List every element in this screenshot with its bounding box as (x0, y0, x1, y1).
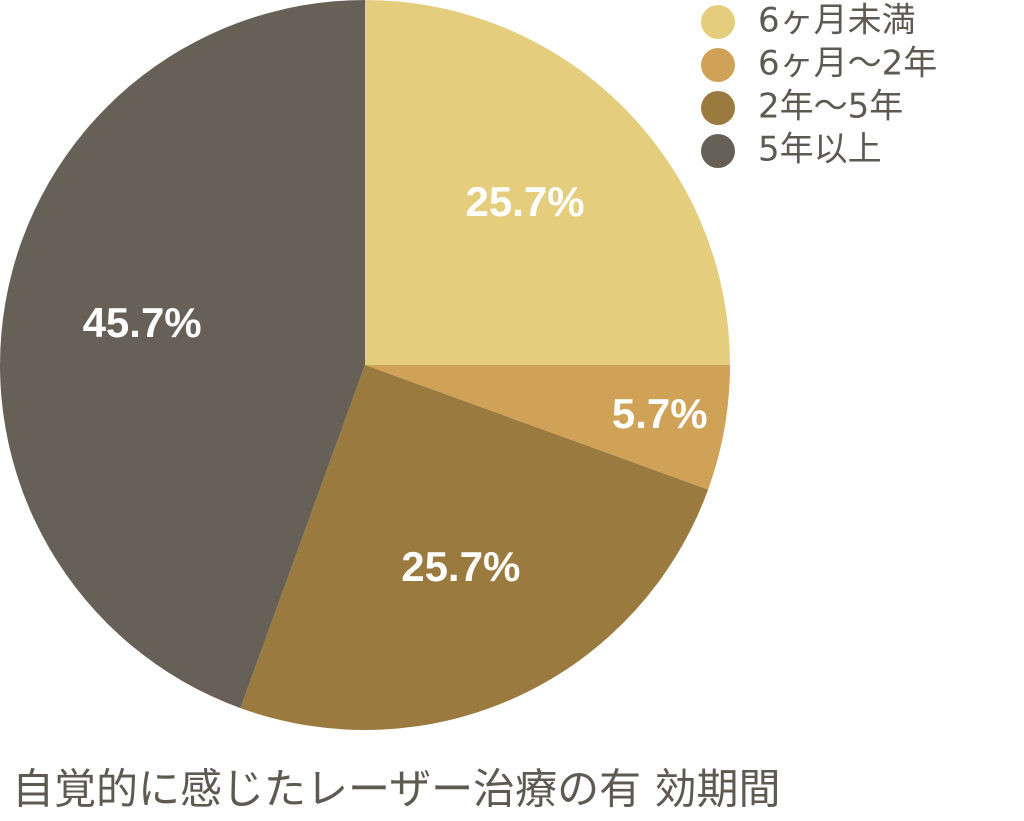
pie-slice (240, 365, 709, 731)
legend-label: 6ヶ月〜2年 (758, 44, 937, 84)
legend-swatch (701, 134, 735, 168)
value-label: 25.7% (401, 543, 520, 590)
pie-slice (365, 0, 730, 365)
value-label: 5.7% (612, 390, 708, 437)
pie-slice (365, 365, 730, 490)
value-label: 45.7% (83, 299, 202, 346)
legend-label: 6ヶ月未満 (758, 1, 916, 41)
pie-slice (0, 0, 365, 709)
value-label: 25.7% (465, 178, 584, 225)
legend-label: 5年以上 (758, 130, 882, 170)
chart-title: 自覚的に感じたレーザー治療の有 効期間 (12, 765, 781, 814)
legend-swatch (701, 48, 735, 82)
legend-swatch (701, 5, 735, 39)
legend-label: 2年〜5年 (758, 87, 903, 127)
legend-swatch (701, 91, 735, 125)
